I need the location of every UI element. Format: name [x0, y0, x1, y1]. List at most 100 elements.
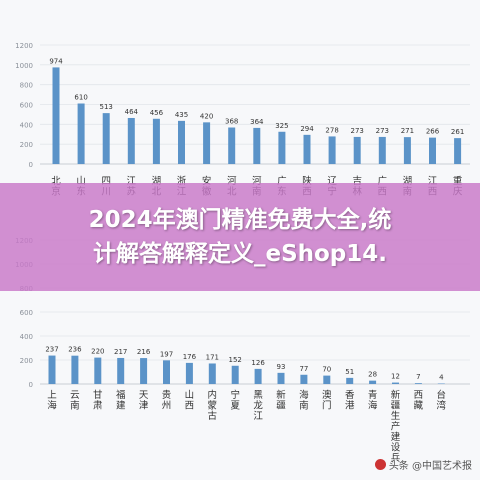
bar — [253, 127, 261, 164]
category-label-char: 台 — [437, 389, 447, 401]
category-label-char: 吉 — [352, 176, 362, 187]
category-label-char: 新 — [391, 389, 401, 401]
category-label-char: 古 — [208, 410, 218, 422]
category-label-char: 江 — [428, 176, 438, 187]
category-label-char: 河 — [227, 175, 237, 187]
data-label: 273 — [351, 127, 364, 135]
category-label-char: 龙 — [253, 400, 263, 412]
category-label-char: 南 — [70, 400, 80, 412]
category-label-char: 四 — [101, 176, 111, 187]
data-label: 435 — [175, 111, 188, 119]
category-label-char: 兵 — [391, 452, 401, 464]
category-label-char: 南 — [299, 400, 309, 412]
category-label-char: 疆 — [276, 401, 286, 412]
bar — [140, 358, 148, 384]
category-label-char: 广 — [378, 175, 388, 187]
category-label-char: 海 — [299, 389, 309, 401]
data-label: 176 — [183, 353, 197, 361]
category-label-char: 门 — [322, 400, 332, 412]
category-label-char: 福 — [116, 389, 126, 401]
toutiao-logo-icon — [374, 459, 386, 470]
bar — [94, 357, 102, 384]
bar — [414, 383, 422, 384]
data-label: 464 — [125, 108, 139, 116]
data-label: 266 — [426, 128, 440, 136]
bar — [178, 120, 185, 164]
category-label-char: 建 — [391, 431, 401, 443]
bar — [378, 136, 386, 164]
category-label-char: 辽 — [327, 175, 337, 187]
data-label: 273 — [376, 127, 389, 135]
y-tick-label: 1000 — [15, 62, 33, 70]
category-label-char: 港 — [345, 400, 355, 412]
category-label-char: 陕 — [302, 175, 312, 187]
watermark-text: 头条 @中国艺术报 — [388, 461, 472, 472]
data-label: 217 — [114, 348, 127, 356]
y-tick-label: 600 — [20, 102, 33, 110]
bar — [71, 355, 79, 384]
category-label-char: 香 — [345, 390, 355, 401]
category-label-char: 上 — [47, 390, 57, 401]
data-label: 278 — [325, 126, 338, 134]
y-tick-label: 0 — [29, 381, 33, 389]
y-tick-label: 600 — [20, 309, 33, 317]
data-label: 171 — [206, 353, 219, 361]
category-label-char: 肃 — [93, 400, 103, 412]
category-label-char: 江 — [127, 176, 137, 187]
category-label-char: 澳 — [322, 389, 332, 401]
data-label: 368 — [225, 118, 238, 126]
bar — [208, 363, 216, 384]
bar — [454, 138, 462, 164]
category-label-char: 北 — [51, 176, 61, 187]
title-overlay-banner: 2024年澳门精准免费大全,统 计解答解释定义_eShop14. — [0, 183, 480, 291]
category-label-char: 山 — [185, 390, 195, 401]
data-label: 271 — [401, 127, 414, 135]
data-label: 325 — [275, 122, 288, 130]
bar — [346, 377, 354, 384]
bar — [328, 136, 336, 164]
data-label: 237 — [45, 346, 58, 354]
category-label-char: 藏 — [414, 400, 424, 412]
bar — [127, 117, 135, 164]
bar — [77, 103, 85, 164]
category-label-char: 产 — [391, 421, 401, 433]
bar — [203, 122, 211, 164]
bar — [228, 127, 236, 164]
y-tick-label: 800 — [20, 82, 33, 90]
data-label: 197 — [160, 350, 173, 358]
y-tick-label: 400 — [20, 333, 33, 341]
overlay-title-line-1: 2024年澳门精准免费大全,统 — [88, 207, 392, 233]
category-label-char: 海 — [368, 400, 378, 412]
category-label-char: 生 — [391, 410, 401, 422]
bar — [185, 362, 193, 384]
category-label-char: 贵 — [162, 389, 172, 401]
y-tick-label: 400 — [20, 121, 33, 129]
bar — [163, 360, 170, 384]
category-label-char: 重 — [453, 175, 463, 187]
category-label-char: 津 — [139, 401, 149, 412]
data-label: 7 — [416, 373, 420, 381]
category-label-char: 山 — [76, 176, 86, 187]
data-label: 152 — [229, 356, 242, 364]
bar — [277, 372, 285, 384]
bar — [254, 368, 262, 384]
category-label-char: 广 — [277, 175, 287, 187]
category-label-char: 青 — [368, 389, 378, 401]
category-label-char: 安 — [202, 175, 212, 187]
bar — [152, 118, 160, 164]
data-label: 513 — [100, 103, 113, 111]
data-label: 974 — [49, 57, 63, 65]
y-tick-label: 200 — [20, 357, 33, 365]
category-label-char: 疆 — [391, 401, 401, 412]
bar — [429, 137, 436, 164]
data-label: 77 — [299, 365, 308, 373]
bar — [303, 134, 311, 164]
category-label-char: 西 — [185, 401, 195, 412]
bar — [353, 136, 361, 164]
bar — [300, 374, 308, 384]
bar — [278, 131, 286, 164]
category-label-char: 江 — [253, 411, 263, 422]
data-label: 70 — [322, 366, 331, 374]
category-label-char: 黑 — [253, 390, 263, 401]
watermark: 头条 @中国艺术报 — [374, 457, 472, 472]
